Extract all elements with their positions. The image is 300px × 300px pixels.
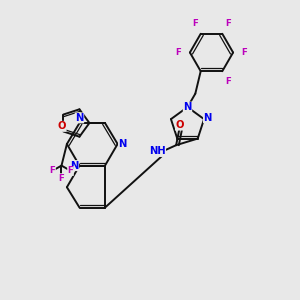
Text: N: N bbox=[70, 160, 79, 171]
Text: N: N bbox=[118, 139, 127, 149]
Text: F: F bbox=[225, 20, 231, 28]
Text: F: F bbox=[50, 167, 56, 176]
Text: N: N bbox=[203, 112, 212, 123]
Text: N: N bbox=[183, 102, 192, 112]
Text: F: F bbox=[225, 76, 231, 85]
Text: O: O bbox=[176, 120, 184, 130]
Text: O: O bbox=[58, 122, 66, 131]
Text: F: F bbox=[58, 174, 64, 183]
Text: N: N bbox=[75, 113, 84, 123]
Text: F: F bbox=[176, 48, 182, 57]
Text: NH: NH bbox=[149, 146, 166, 157]
Text: F: F bbox=[192, 20, 198, 28]
Text: F: F bbox=[68, 167, 74, 176]
Text: F: F bbox=[242, 48, 248, 57]
